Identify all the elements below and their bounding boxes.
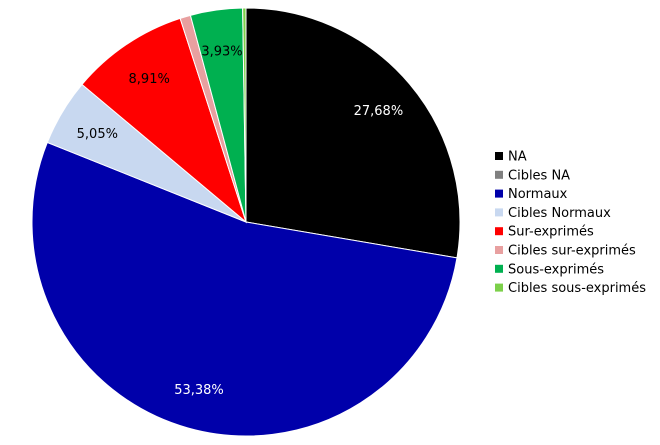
pie-slice-cibles-sous-exprimes — [242, 7, 247, 223]
legend-swatch-na — [495, 152, 503, 160]
legend-label-cibles-na: Cibles NA — [508, 168, 570, 183]
legend-label-cibles-sur-exprimes: Cibles sur-exprimés — [508, 244, 636, 259]
pie-value-label-sur-exprimes: 8,91% — [129, 72, 170, 87]
pie-slice-na — [245, 7, 461, 259]
legend-swatch-cibles-na — [495, 170, 503, 179]
pie-slices — [31, 7, 461, 437]
pie-value-labels: 27,68% 53,38% 5,05% 8,91% 3,93% — [77, 44, 404, 398]
pie-value-label-na: 27,68% — [354, 104, 404, 119]
pie-value-label-normaux: 53,38% — [174, 383, 224, 398]
legend-label-normaux: Normaux — [508, 187, 568, 202]
legend-label-sous-exprimes: Sous-exprimés — [508, 262, 604, 277]
pie-value-label-cibles-normaux: 5,05% — [77, 127, 118, 142]
pie-slice-sur-exprimes — [81, 17, 248, 224]
legend-swatch-cibles-sous-exprimes — [495, 283, 503, 292]
pie-value-label-sous-exprimes: 3,93% — [201, 44, 242, 59]
legend: NA Cibles NA Normaux Cibles Normaux Sur-expr… — [495, 150, 646, 296]
legend-label-sur-exprimes: Sur-exprimés — [508, 225, 594, 240]
legend-label-cibles-normaux: Cibles Normaux — [508, 206, 611, 221]
legend-swatch-normaux — [495, 189, 503, 198]
legend-swatch-cibles-normaux — [495, 208, 503, 217]
legend-label-cibles-sous-exprimes: Cibles sous-exprimés — [508, 281, 646, 296]
legend-swatch-sous-exprimes — [495, 264, 503, 273]
legend-swatch-sur-exprimes — [495, 227, 503, 236]
pie-slice-normaux — [31, 141, 458, 437]
legend-label-na: NA — [508, 150, 527, 165]
legend-swatch-cibles-sur-exprimes — [495, 246, 503, 254]
